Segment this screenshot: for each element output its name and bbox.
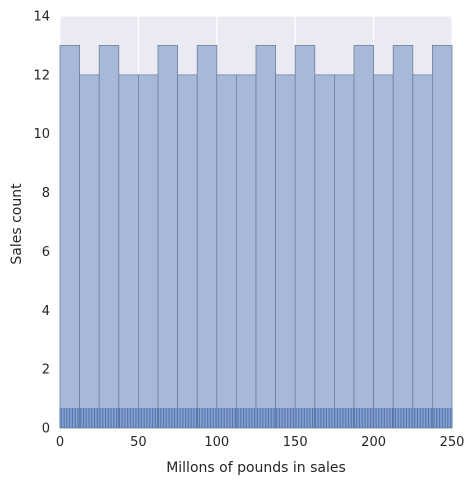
histogram-bar — [294, 45, 316, 429]
y-tick-label: 4 — [42, 304, 50, 319]
histogram-bar — [333, 74, 355, 429]
histogram-bar — [255, 45, 277, 429]
x-tick-label: 150 — [283, 435, 308, 450]
histogram-bar — [235, 74, 257, 429]
y-tick-label: 12 — [33, 68, 50, 83]
histogram-bar — [216, 74, 237, 429]
histogram-bar — [275, 74, 296, 429]
rug-marks — [59, 408, 453, 428]
y-tick-label: 6 — [42, 245, 50, 260]
x-tick-labels: 0 50 100 150 200 250 — [56, 435, 465, 450]
x-axis-title: Millons of pounds in sales — [166, 460, 346, 476]
y-tick-label: 14 — [33, 10, 50, 25]
histogram-bar — [392, 45, 414, 429]
y-tick-label: 2 — [42, 363, 50, 378]
y-axis-title: Sales count — [9, 183, 25, 265]
histogram-bar — [196, 45, 218, 429]
histogram-bar — [373, 74, 394, 429]
histogram-bar — [353, 45, 375, 429]
histogram-bars — [59, 45, 453, 429]
histogram-bar — [412, 74, 433, 429]
y-tick-label: 8 — [42, 186, 50, 201]
x-tick-label: 50 — [130, 435, 147, 450]
histogram-bar — [79, 74, 100, 429]
y-tick-label: 0 — [42, 422, 50, 437]
histogram-bar — [177, 74, 198, 429]
histogram-bar — [98, 45, 120, 429]
x-tick-label: 250 — [440, 435, 465, 450]
histogram-bar — [118, 74, 139, 429]
y-tick-label: 10 — [33, 127, 50, 142]
histogram-bar — [59, 45, 81, 429]
x-tick-label: 100 — [204, 435, 229, 450]
histogram-bar — [157, 45, 179, 429]
x-tick-label: 200 — [361, 435, 386, 450]
histogram-bar — [137, 74, 159, 429]
y-tick-labels: 0 2 4 6 8 10 12 14 — [33, 10, 50, 437]
histogram-bar — [431, 45, 453, 429]
histogram-bar — [314, 74, 335, 429]
x-tick-label: 0 — [56, 435, 64, 450]
